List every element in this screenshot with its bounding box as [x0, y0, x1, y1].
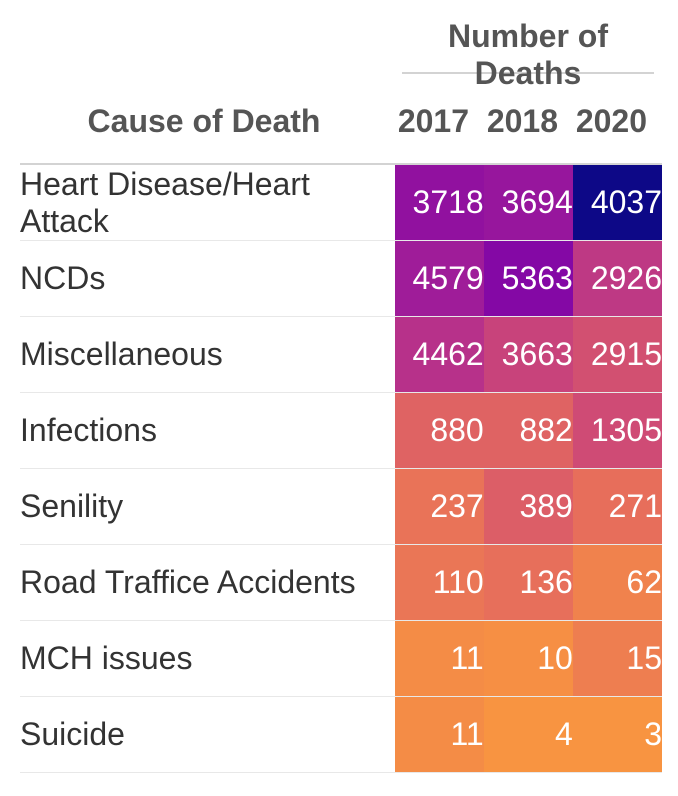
table-body: Heart Disease/Heart Attack 3718 3694 4037 NC… [20, 165, 662, 773]
cause-cell: NCDs [20, 240, 395, 317]
table-row: Infections 880 882 1305 [20, 392, 662, 469]
value-cell-2018: 882 [483, 392, 573, 469]
value-cell-2020: 271 [572, 468, 662, 545]
value-cell-2017: 110 [394, 544, 484, 621]
value-cell-2020: 4037 [572, 165, 662, 241]
cause-cell: Senility [20, 468, 395, 545]
value-cell-2018: 389 [483, 468, 573, 545]
table-row: NCDs 4579 5363 2926 [20, 240, 662, 317]
value-cell-2017: 237 [394, 468, 484, 545]
cause-cell: Heart Disease/Heart Attack [20, 165, 395, 241]
value-cell-2020: 3 [572, 696, 662, 773]
spanner-header: Number of Deaths [402, 14, 654, 91]
column-header-2018: 2018 [486, 103, 558, 139]
table-row: Road Traffice Accidents 110 136 62 [20, 544, 662, 621]
value-cell-2018: 136 [483, 544, 573, 621]
column-header-2017: 2017 [397, 103, 469, 139]
value-cell-2020: 2915 [572, 316, 662, 393]
table-row: Senility 237 389 271 [20, 468, 662, 545]
value-cell-2020: 2926 [572, 240, 662, 317]
table-row: MCH issues 11 10 15 [20, 620, 662, 697]
value-cell-2018: 3694 [483, 165, 573, 241]
value-cell-2018: 4 [483, 696, 573, 773]
table-row: Miscellaneous 4462 3663 2915 [20, 316, 662, 393]
value-cell-2017: 11 [394, 620, 484, 697]
value-cell-2020: 1305 [572, 392, 662, 469]
value-cell-2020: 15 [572, 620, 662, 697]
header-divider [20, 163, 662, 165]
table-row: Suicide 11 4 3 [20, 696, 662, 773]
value-cell-2018: 5363 [483, 240, 573, 317]
spanner-label: Number of Deaths [448, 18, 608, 91]
value-cell-2017: 880 [394, 392, 484, 469]
cause-cell: MCH issues [20, 620, 395, 697]
value-cell-2017: 3718 [394, 165, 484, 241]
value-cell-2018: 10 [483, 620, 573, 697]
cause-cell: Suicide [20, 696, 395, 773]
cause-cell: Miscellaneous [20, 316, 395, 393]
column-header-2020: 2020 [575, 103, 647, 139]
value-cell-2020: 62 [572, 544, 662, 621]
column-header-cause: Cause of Death [87, 103, 321, 139]
deaths-table: Heart Disease/Heart Attack 3718 3694 4037 NC… [20, 165, 662, 773]
table-row: Heart Disease/Heart Attack 3718 3694 4037 [20, 165, 662, 241]
value-cell-2018: 3663 [483, 316, 573, 393]
cause-cell: Road Traffice Accidents [20, 544, 395, 621]
value-cell-2017: 4462 [394, 316, 484, 393]
value-cell-2017: 11 [394, 696, 484, 773]
cause-cell: Infections [20, 392, 395, 469]
value-cell-2017: 4579 [394, 240, 484, 317]
